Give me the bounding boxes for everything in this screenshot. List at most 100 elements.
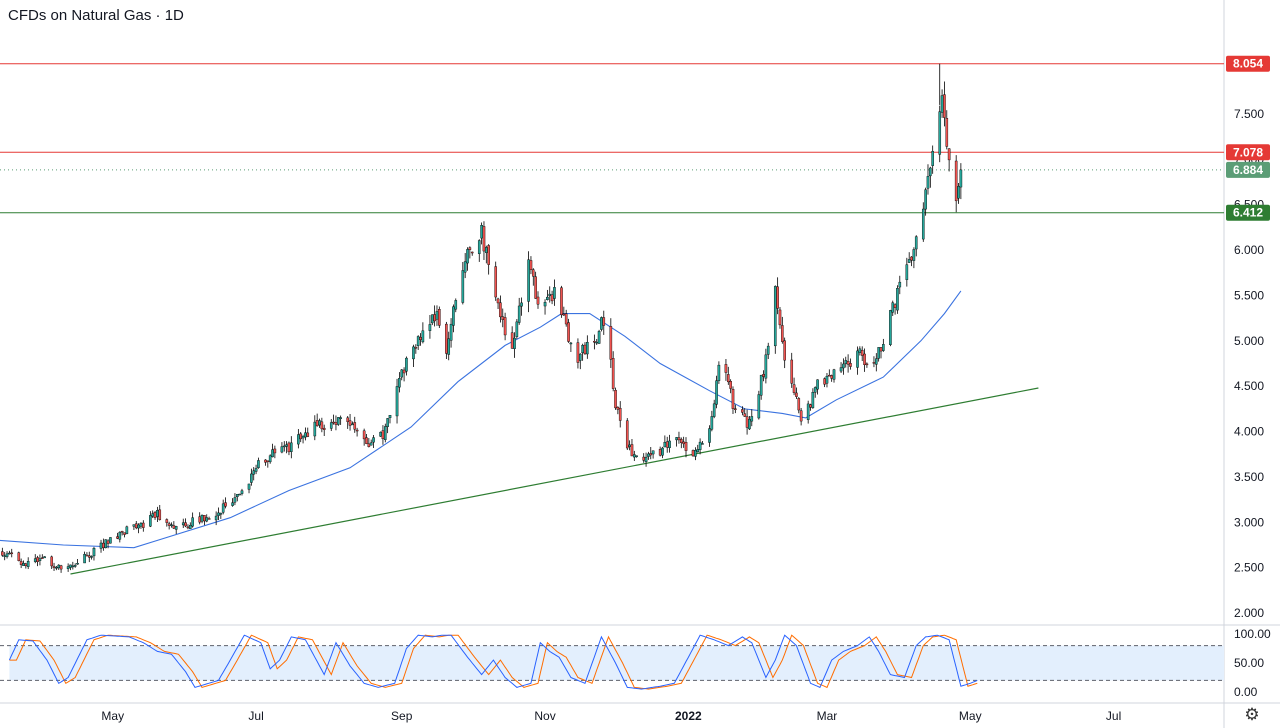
candle-down (734, 408, 737, 410)
candle-up (912, 249, 916, 261)
candle-up (280, 446, 284, 453)
price-tick-label: 5.500 (1234, 288, 1264, 302)
candle-down (433, 314, 436, 322)
candle-down (609, 326, 613, 360)
candle-up (959, 169, 963, 188)
candle-up (708, 428, 711, 443)
moving-average (0, 290, 962, 549)
candle-down (790, 359, 794, 384)
stochastic-tick-label: 100.00 (1234, 627, 1271, 641)
time-axis[interactable]: May Jul Sep Nov 2022 Mar May Jul (101, 709, 1121, 723)
candle-down (346, 417, 350, 422)
candle-up (715, 380, 718, 405)
candle-up (452, 306, 455, 326)
candle-up (449, 323, 453, 341)
candle-up (914, 236, 918, 250)
ascending-trend-line (70, 387, 1039, 575)
candle-up (929, 167, 932, 177)
candle-up (170, 524, 173, 526)
candle-down (550, 294, 554, 302)
candle-down (198, 516, 201, 523)
candle-up (282, 445, 286, 448)
trend-line[interactable] (70, 387, 1039, 575)
candle-down (642, 456, 646, 461)
time-tick-label: Jul (1106, 709, 1121, 723)
candle-down (943, 94, 946, 118)
price-axis[interactable]: 2.000 2.500 3.000 3.500 4.000 4.500 5.000 5.500… (1234, 107, 1271, 699)
candle-up (461, 270, 465, 303)
candle-down (153, 512, 157, 518)
candle-down (402, 369, 406, 374)
settings-gear-icon[interactable]: ⚙ (1244, 705, 1260, 724)
candle-down (893, 304, 897, 308)
price-badge (1226, 55, 1270, 72)
candle-up (764, 354, 768, 379)
candle-up (149, 515, 152, 527)
candle-down (445, 323, 448, 354)
candle-up (816, 379, 819, 390)
candle-up (22, 563, 25, 566)
candle-down (186, 526, 190, 529)
candle-up (931, 151, 934, 166)
candle-down (353, 422, 357, 430)
time-tick-label: Jul (248, 709, 263, 723)
candle-up (635, 455, 638, 457)
candle-down (665, 441, 669, 448)
candle-down (828, 374, 831, 377)
candle-down (1, 551, 4, 556)
candle-up (698, 441, 702, 450)
candle-up (254, 468, 258, 472)
time-tick-label: May (959, 709, 982, 723)
candle-up (233, 497, 237, 503)
candle-up (57, 564, 61, 569)
price-badge-label: 6.412 (1233, 206, 1263, 220)
candle-down (729, 381, 732, 389)
candle-up (628, 444, 631, 447)
candle-up (889, 310, 892, 345)
candle-up (329, 422, 333, 429)
candle-down (142, 522, 145, 528)
candle-down (860, 350, 864, 356)
candle-down (809, 404, 812, 408)
candle-up (301, 436, 305, 439)
candle-down (334, 422, 338, 425)
price-tick-label: 4.500 (1234, 379, 1264, 393)
candle-down (560, 287, 563, 316)
candle-up (926, 176, 930, 189)
candle-up (235, 494, 239, 498)
candle-down (17, 552, 21, 561)
candle-down (419, 337, 422, 340)
candle-down (947, 148, 951, 161)
candle-down (85, 554, 89, 557)
candle-up (318, 420, 321, 426)
candle-down (332, 421, 335, 424)
candle-up (647, 453, 650, 457)
candle-up (71, 565, 75, 568)
candle-up (386, 418, 389, 427)
candle-down (731, 389, 735, 409)
candle-up (938, 111, 942, 155)
candle-up (696, 449, 700, 453)
candle-up (400, 369, 404, 378)
candle-up (219, 513, 223, 515)
candle-down (830, 375, 833, 379)
candle-down (266, 460, 270, 462)
candle-up (842, 363, 845, 369)
candle-up (581, 345, 584, 354)
candle-up (132, 524, 136, 527)
candle-up (405, 357, 408, 372)
candle-down (872, 362, 876, 364)
candle-down (611, 358, 615, 389)
candle-up (940, 95, 944, 113)
time-tick-label: Nov (534, 709, 555, 723)
candle-up (33, 558, 37, 562)
candle-up (896, 288, 899, 311)
stochastic-tick-label: 50.00 (1234, 656, 1264, 670)
candle-up (398, 378, 401, 388)
candle-up (109, 537, 112, 544)
candle-up (66, 566, 70, 569)
candle-down (691, 450, 695, 457)
candle-down (616, 407, 620, 410)
candle-up (813, 387, 817, 393)
